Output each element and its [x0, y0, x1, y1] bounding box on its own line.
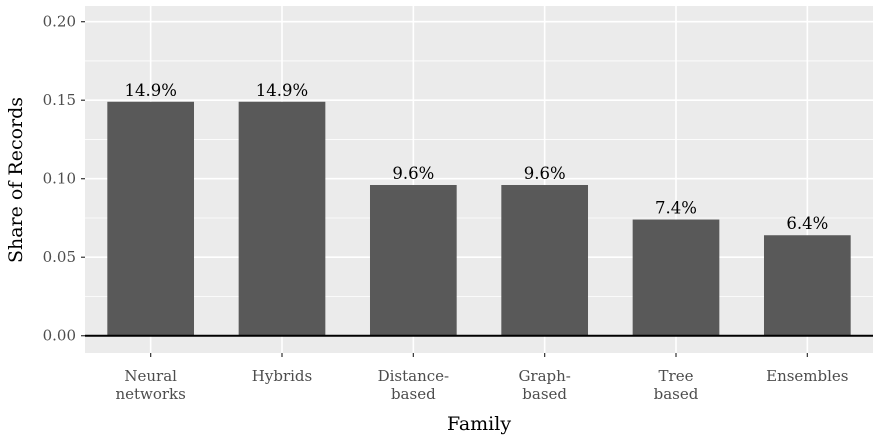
y-axis-ticks: 0.00 0.05 0.10 0.15 0.20 [43, 13, 85, 345]
data-labels: 14.9% 14.9% 9.6% 9.6% 7.4% 6.4% [124, 81, 828, 233]
x-tick-label: Distance- [378, 367, 450, 385]
data-label: 14.9% [124, 81, 176, 100]
bar [632, 219, 720, 336]
x-tick-label: networks [115, 385, 185, 403]
data-label: 6.4% [786, 214, 828, 233]
data-label: 9.6% [524, 164, 566, 183]
data-label: 7.4% [655, 199, 697, 218]
x-axis-title: Family [447, 413, 511, 435]
bar [763, 235, 851, 336]
x-tick-label: based [391, 385, 436, 403]
x-tick-label: Neural [124, 367, 177, 385]
x-tick-label: based [522, 385, 567, 403]
y-tick-label: 0.05 [43, 248, 76, 266]
y-tick-label: 0.15 [43, 91, 76, 109]
bar [238, 101, 326, 336]
x-tick-label: Hybrids [252, 367, 312, 385]
bar [501, 184, 589, 336]
x-tick-label: Ensembles [766, 367, 848, 385]
y-axis-title: Share of Records [5, 97, 27, 263]
bar [107, 101, 195, 336]
y-tick-label: 0.10 [43, 170, 76, 188]
bar [369, 184, 457, 336]
y-tick-label: 0.20 [43, 13, 76, 31]
bars [107, 101, 851, 336]
x-tick-label: based [654, 385, 699, 403]
data-label: 14.9% [256, 81, 308, 100]
data-label: 9.6% [392, 164, 434, 183]
x-tick-label: Tree [659, 367, 694, 385]
y-tick-label: 0.00 [43, 327, 76, 345]
x-tick-label: Graph- [518, 367, 570, 385]
